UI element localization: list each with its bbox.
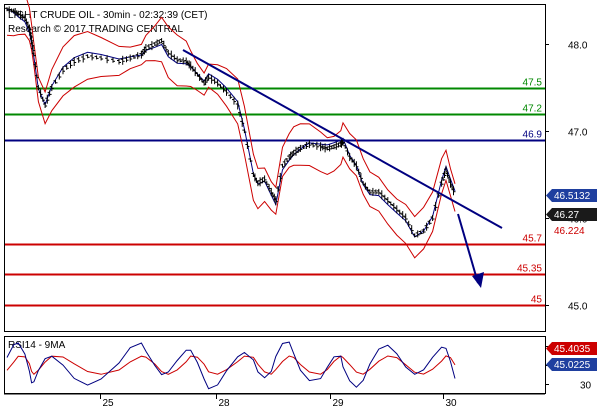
chart-title: LIGHT CRUDE OIL - 30min - 02:32:39 (CET)	[8, 10, 208, 21]
projection-arrow-head	[472, 272, 484, 288]
horizontal-levels: 47.5 47.2 46.9 45.7 45.35 45	[5, 78, 545, 307]
pivot-label-0: 46.9	[523, 130, 543, 141]
price-tag-pointer	[546, 208, 552, 221]
support-label-1: 45.35	[517, 264, 542, 275]
price-tag-label: 46.224	[554, 226, 585, 237]
main-panel	[4, 4, 546, 332]
support-label-0: 45.7	[523, 234, 543, 245]
rsi-tag-bg	[552, 358, 597, 371]
projection-arrow-shaft	[457, 213, 479, 284]
rsi-ma-line	[6, 355, 456, 376]
price-series	[5, 0, 456, 259]
rsi-tag-bg	[552, 342, 597, 355]
downtrend-line	[182, 49, 503, 229]
y-tick-label: 48.0	[568, 41, 588, 52]
chart-subtitle: Research © 2017 TRADING CENTRAL	[8, 24, 183, 35]
x-tick-label: 25	[103, 398, 115, 409]
price-tag-label: 46.5132	[554, 191, 591, 202]
y-axis: 48.047.046.045.0	[545, 41, 588, 313]
price-tag-bg	[552, 189, 597, 202]
rsi-title: RSI14 - 9MA	[8, 340, 66, 351]
price-tag-pointer	[546, 189, 552, 202]
x-axis: 25 28 29 30	[100, 394, 458, 409]
resistance-label-0: 47.5	[523, 78, 543, 89]
y-tick-label: 45.0	[568, 302, 588, 313]
trendlines	[182, 49, 503, 288]
y-tick-label: 47.0	[568, 128, 588, 139]
rsi-tick-label: 30	[580, 381, 592, 392]
bollinger-lower	[6, 33, 456, 259]
rsi-line	[6, 341, 456, 390]
rsi-panel	[4, 336, 546, 394]
price-tags: 46.5132 46.27 46.224	[546, 189, 597, 237]
bollinger-upper	[26, 0, 456, 218]
rsi-tag-label: 45.0225	[554, 360, 591, 371]
x-tick-label: 30	[446, 398, 458, 409]
x-tick-label: 28	[219, 398, 231, 409]
rsi-tag-label: 45.4035	[554, 344, 591, 355]
resistance-label-1: 47.2	[523, 104, 543, 115]
support-label-2: 45	[531, 295, 543, 306]
rsi-tag-pointer	[546, 342, 552, 355]
price-tag-bg	[552, 208, 597, 221]
rsi-tag-pointer	[546, 358, 552, 371]
price-tag-label: 46.27	[554, 210, 579, 221]
x-tick-label: 29	[333, 398, 345, 409]
